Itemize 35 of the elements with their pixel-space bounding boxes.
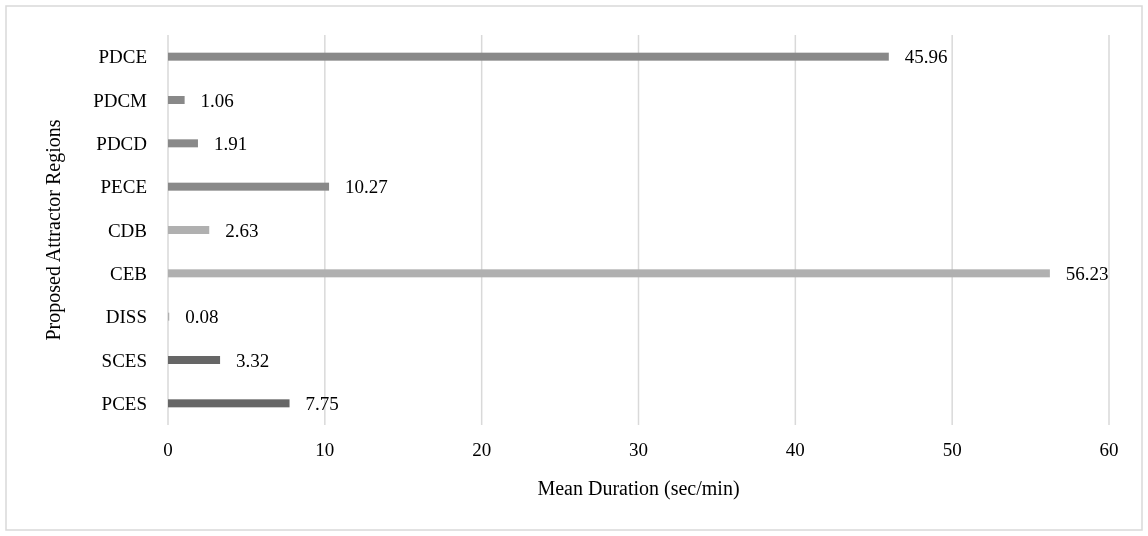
x-tick-label: 0 xyxy=(163,439,173,460)
x-tick-label: 10 xyxy=(315,439,335,460)
x-tick-label: 20 xyxy=(472,439,492,460)
bar xyxy=(168,139,198,148)
y-tick-label: PECE xyxy=(100,176,147,198)
y-tick-label: CDB xyxy=(107,219,147,241)
bar xyxy=(168,52,889,61)
data-label: 10.27 xyxy=(345,176,388,198)
x-tick-label: 50 xyxy=(942,439,962,460)
bar xyxy=(168,226,210,234)
data-label: 1.06 xyxy=(200,89,234,111)
y-tick-label: SCES xyxy=(101,349,147,371)
data-label: 0.08 xyxy=(185,306,219,328)
bar xyxy=(168,399,290,408)
data-label: 45.96 xyxy=(904,46,948,68)
x-tick-label: 40 xyxy=(785,439,805,460)
y-tick-label: PDCE xyxy=(98,46,147,68)
y-tick-label: PDCD xyxy=(96,132,147,154)
bar xyxy=(168,269,1050,278)
y-tick-label: PCES xyxy=(101,392,147,414)
bar xyxy=(168,96,185,104)
x-tick-label: 30 xyxy=(629,439,648,460)
data-label: 2.63 xyxy=(225,219,259,241)
y-tick-label: DISS xyxy=(105,306,147,328)
data-label: 56.23 xyxy=(1065,262,1109,284)
y-tick-label: PDCM xyxy=(93,89,148,111)
y-axis-title: Proposed Attractor Regions xyxy=(42,119,65,341)
bar xyxy=(168,182,330,191)
data-label: 3.32 xyxy=(236,349,270,371)
bar xyxy=(168,356,221,364)
x-axis-title: Mean Duration (sec/min) xyxy=(537,477,740,500)
data-label: 7.75 xyxy=(305,392,339,414)
y-tick-label: CEB xyxy=(110,262,147,284)
x-tick-label: 60 xyxy=(1099,439,1119,460)
data-label: 1.91 xyxy=(213,132,248,154)
